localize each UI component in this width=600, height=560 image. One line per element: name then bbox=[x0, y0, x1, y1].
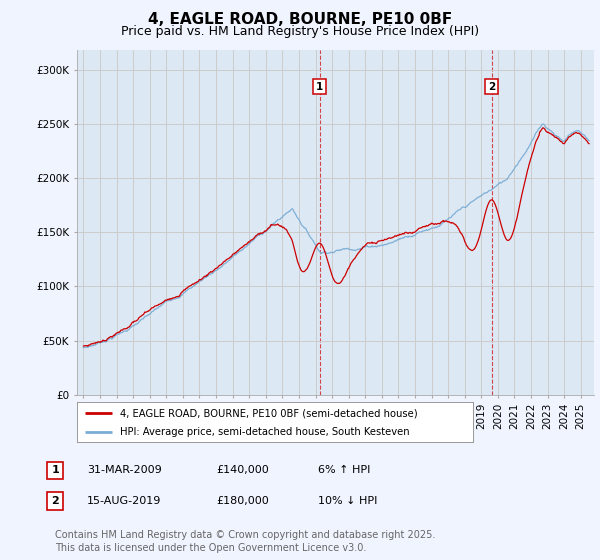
Text: 2: 2 bbox=[52, 496, 59, 506]
Text: £180,000: £180,000 bbox=[216, 496, 269, 506]
Text: HPI: Average price, semi-detached house, South Kesteven: HPI: Average price, semi-detached house,… bbox=[121, 427, 410, 437]
Text: 15-AUG-2019: 15-AUG-2019 bbox=[87, 496, 161, 506]
Text: Price paid vs. HM Land Registry's House Price Index (HPI): Price paid vs. HM Land Registry's House … bbox=[121, 25, 479, 38]
Text: 4, EAGLE ROAD, BOURNE, PE10 0BF: 4, EAGLE ROAD, BOURNE, PE10 0BF bbox=[148, 12, 452, 27]
Text: 4, EAGLE ROAD, BOURNE, PE10 0BF (semi-detached house): 4, EAGLE ROAD, BOURNE, PE10 0BF (semi-de… bbox=[121, 408, 418, 418]
Text: 1: 1 bbox=[52, 465, 59, 475]
Text: 2: 2 bbox=[488, 82, 495, 92]
Text: £140,000: £140,000 bbox=[216, 465, 269, 475]
Text: 6% ↑ HPI: 6% ↑ HPI bbox=[318, 465, 370, 475]
Text: 10% ↓ HPI: 10% ↓ HPI bbox=[318, 496, 377, 506]
Text: Contains HM Land Registry data © Crown copyright and database right 2025.
This d: Contains HM Land Registry data © Crown c… bbox=[55, 530, 436, 553]
Text: 1: 1 bbox=[316, 82, 323, 92]
Text: 31-MAR-2009: 31-MAR-2009 bbox=[87, 465, 162, 475]
